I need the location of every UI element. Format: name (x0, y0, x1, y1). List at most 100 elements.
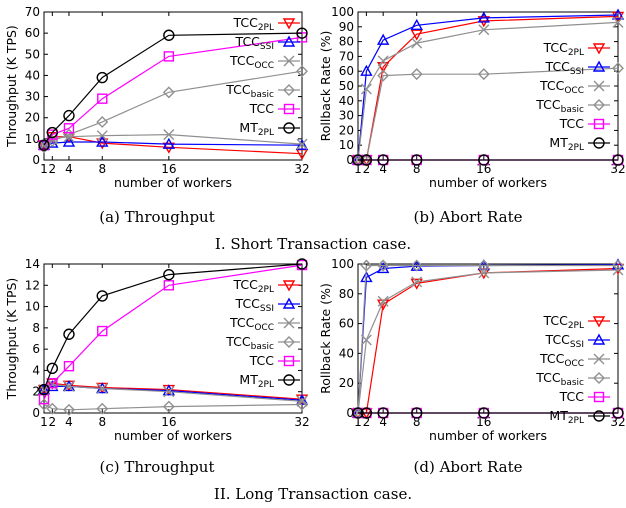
legend-marker (283, 122, 295, 134)
data-point (296, 65, 308, 78)
y-tick-label: 90 (339, 20, 354, 34)
data-point (376, 62, 390, 74)
y-tick-label: 14 (25, 257, 40, 271)
data-point (38, 383, 50, 396)
legend-marker (593, 137, 605, 149)
series-line (43, 403, 303, 411)
series-line (357, 14, 619, 161)
legend-label: MT2PL (239, 372, 274, 390)
data-point (62, 403, 75, 416)
legend-label: TCC2PL (542, 40, 584, 58)
legend-label: TCCOCC (539, 351, 584, 369)
y-tick-label: 0 (32, 406, 40, 420)
data-point (611, 8, 625, 20)
caption-d: (d) Abort Rate (414, 458, 523, 476)
y-tick-label: 40 (25, 68, 40, 82)
data-point (612, 407, 624, 419)
data-point (352, 407, 364, 419)
x-tick-label: 4 (379, 415, 387, 429)
data-point (360, 407, 373, 419)
x-tick-label: 4 (65, 162, 73, 176)
data-point (163, 386, 175, 398)
data-point (163, 268, 175, 281)
x-axis-label: number of workers (429, 175, 547, 190)
series-mt-2pl (38, 258, 308, 396)
legend-marker (282, 280, 296, 292)
legend-marker (283, 103, 295, 115)
x-tick-label: 8 (413, 162, 421, 176)
legend-marker (282, 297, 296, 309)
legend-marker (283, 355, 295, 367)
data-point (296, 32, 308, 43)
data-point (62, 135, 76, 147)
data-point (162, 86, 175, 99)
x-tick-label: 16 (476, 162, 491, 176)
data-point (46, 402, 59, 415)
legend-label: TCCbasic (225, 334, 274, 352)
data-point (96, 71, 108, 84)
data-point (296, 398, 308, 411)
y-tick-label: 0 (346, 406, 354, 420)
legend-label: TCC2PL (232, 15, 274, 33)
data-point (410, 68, 423, 81)
series-mt-2pl (352, 407, 624, 419)
legend-marker (283, 84, 295, 96)
data-point (296, 138, 308, 150)
data-point (63, 123, 75, 134)
data-point (38, 398, 50, 411)
data-point (411, 276, 423, 288)
data-point (96, 135, 109, 147)
legend-label: TCCSSI (545, 332, 584, 350)
y-tick-label: 0 (32, 153, 40, 167)
x-tick-label: 32 (610, 162, 625, 176)
data-point (377, 69, 390, 82)
x-tick-label: 8 (413, 415, 421, 429)
data-point (47, 378, 58, 389)
data-point (163, 129, 175, 141)
y-tick-label: 20 (339, 123, 354, 137)
legend-marker (283, 336, 295, 348)
legend-marker (592, 60, 606, 72)
y-axis-label: Throughput (K TPS) (4, 278, 19, 401)
legend-label: TCC (559, 389, 585, 404)
data-point (410, 259, 423, 272)
section-caption-short: I. Short Transaction case. (215, 235, 411, 253)
data-point (612, 259, 624, 272)
caption-b: (b) Abort Rate (414, 208, 523, 226)
data-point (376, 33, 390, 45)
data-point (96, 138, 109, 150)
y-tick-label: 2 (32, 385, 40, 399)
legend-marker (282, 35, 296, 47)
data-point (296, 27, 308, 39)
data-point (162, 137, 176, 149)
legend-marker (593, 353, 605, 365)
legend-label: MT2PL (239, 120, 274, 138)
section-caption-long: II. Long Transaction case. (214, 485, 412, 503)
data-point (478, 154, 490, 166)
data-point (611, 11, 625, 23)
x-tick-label: 2 (49, 162, 57, 176)
x-tick-label: 2 (49, 415, 57, 429)
x-tick-label: 1 (40, 415, 48, 429)
data-point (96, 383, 108, 395)
data-point (377, 55, 389, 67)
data-point (360, 270, 373, 283)
data-point (377, 154, 389, 166)
legend-label: TCCOCC (539, 78, 584, 96)
data-point (612, 62, 624, 75)
data-point (63, 380, 75, 392)
x-tick-label: 16 (476, 415, 491, 429)
x-tick-label: 4 (65, 415, 73, 429)
data-point (295, 138, 309, 150)
legend-marker (282, 18, 296, 30)
legend-label: TCCSSI (545, 59, 584, 77)
series-line (43, 263, 303, 390)
y-tick-label: 100 (331, 5, 354, 19)
series-line (43, 32, 303, 146)
x-tick-label: 1 (40, 162, 48, 176)
data-point (63, 328, 75, 340)
legend-marker (593, 410, 605, 422)
data-point (612, 154, 624, 166)
